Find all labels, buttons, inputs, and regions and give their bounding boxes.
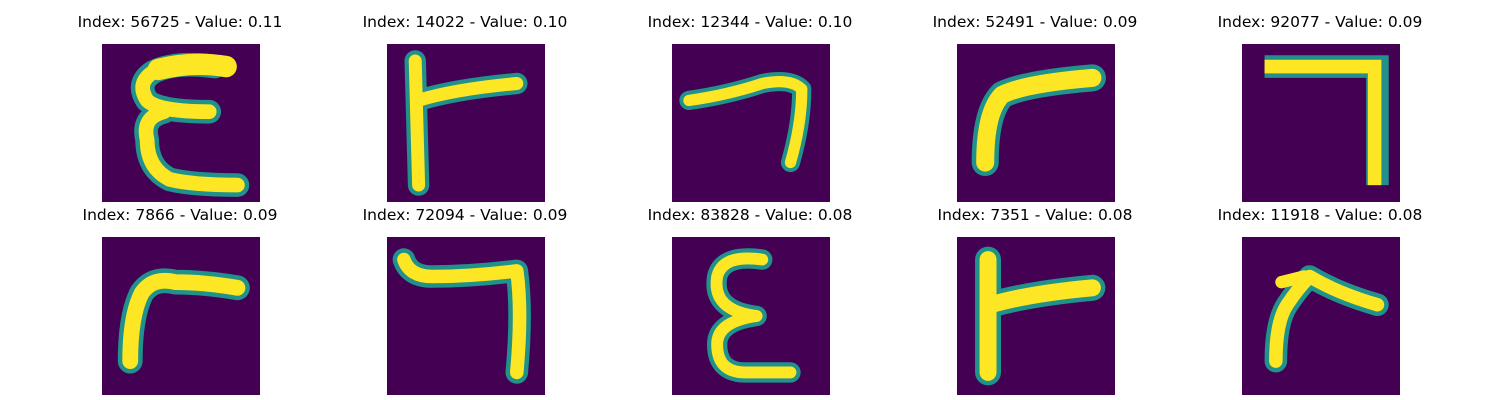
digit-image — [957, 237, 1115, 395]
panel-title: Index: 72094 - Value: 0.09 — [362, 206, 568, 224]
digit-image — [1242, 237, 1400, 395]
digit-image — [672, 44, 830, 202]
panel-1: Index: 56725 - Value: 0.11 — [40, 10, 320, 202]
panel-10: Index: 11918 - Value: 0.08 — [1180, 203, 1460, 395]
panel-7: Index: 72094 - Value: 0.09 — [325, 203, 605, 395]
panel-4: Index: 52491 - Value: 0.09 — [895, 10, 1175, 202]
digit-image — [387, 237, 545, 395]
digit-image — [387, 44, 545, 202]
panel-3: Index: 12344 - Value: 0.10 — [610, 10, 890, 202]
panel-title: Index: 7351 - Value: 0.08 — [937, 206, 1133, 224]
panel-2: Index: 14022 - Value: 0.10 — [325, 10, 605, 202]
panel-title: Index: 11918 - Value: 0.08 — [1217, 206, 1423, 224]
digit-image — [102, 44, 260, 202]
digit-image — [957, 44, 1115, 202]
panel-title: Index: 7866 - Value: 0.09 — [82, 206, 278, 224]
digit-image — [102, 237, 260, 395]
panel-title: Index: 92077 - Value: 0.09 — [1217, 13, 1423, 31]
panel-title: Index: 12344 - Value: 0.10 — [647, 13, 853, 31]
panel-title: Index: 83828 - Value: 0.08 — [647, 206, 853, 224]
panel-6: Index: 7866 - Value: 0.09 — [40, 203, 320, 395]
panel-title: Index: 14022 - Value: 0.10 — [362, 13, 568, 31]
panel-8: Index: 83828 - Value: 0.08 — [610, 203, 890, 395]
digit-image — [672, 237, 830, 395]
panel-title: Index: 56725 - Value: 0.11 — [77, 13, 283, 31]
panel-5: Index: 92077 - Value: 0.09 — [1180, 10, 1460, 202]
panel-title: Index: 52491 - Value: 0.09 — [932, 13, 1138, 31]
panel-9: Index: 7351 - Value: 0.08 — [895, 203, 1175, 395]
digit-image — [1242, 44, 1400, 202]
